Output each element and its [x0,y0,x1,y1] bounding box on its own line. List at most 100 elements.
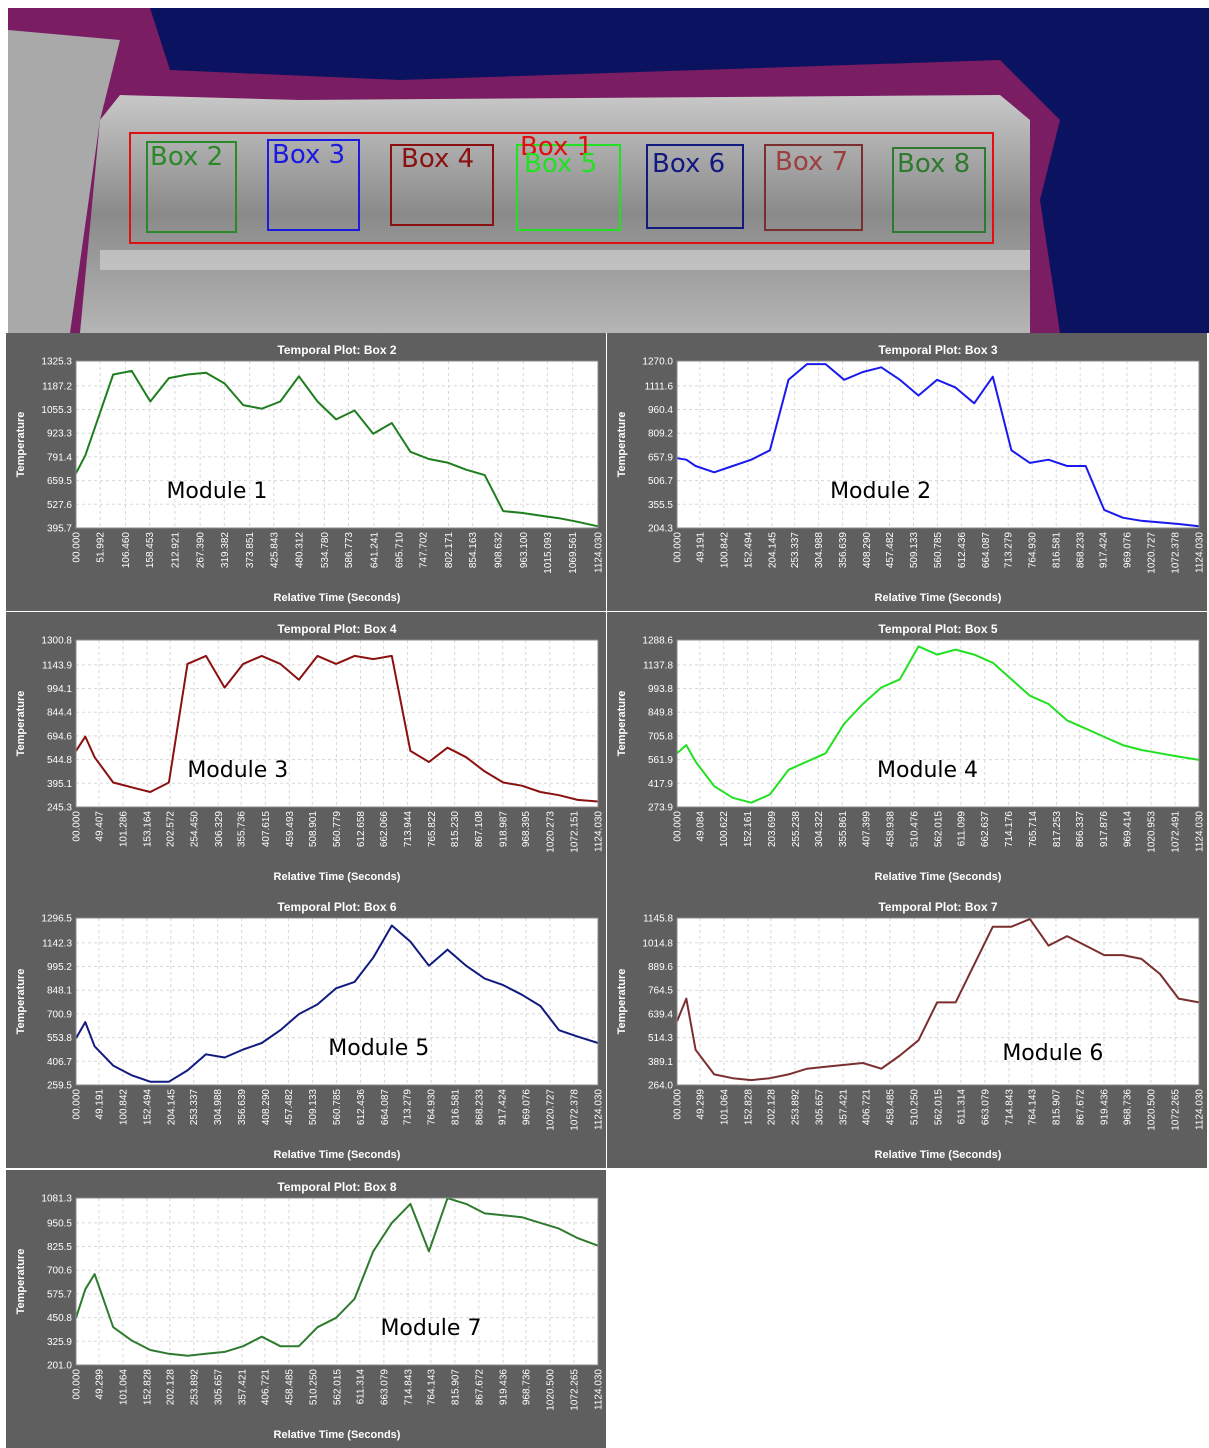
x-tick-label: 867.672 [474,1369,485,1406]
x-tick-label: 1015.093 [543,532,554,574]
x-tick-label: 49.191 [94,1089,105,1120]
x-tick-label: 101.064 [118,1369,129,1406]
x-tick-label: 713.944 [403,811,414,848]
x-axis-label: Relative Time (Seconds) [274,592,401,604]
x-tick-label: 49.299 [695,1089,706,1120]
x-tick-label: 1020.953 [1147,811,1158,853]
x-tick-label: 562.015 [934,1089,945,1126]
x-tick-label: 510.476 [910,811,921,848]
x-tick-label: 764.143 [1027,1089,1038,1126]
x-tick-label: 00.000 [72,1369,83,1400]
data-line [75,1197,599,1357]
x-tick-label: 305.657 [213,1369,224,1406]
x-axis-label: Relative Time (Seconds) [875,1149,1002,1161]
x-tick-label: 406.721 [861,1089,872,1126]
annotation: Module 4 [877,758,978,783]
x-tick-label: 152.494 [743,532,754,569]
y-axis-label: Temperature [616,691,628,757]
x-tick-label: 1124.030 [594,811,605,852]
x-tick-label: 100.842 [719,532,730,569]
x-tick-label: 866.337 [1075,811,1086,848]
y-tick-label: 1111.6 [645,381,674,392]
x-tick-label: 373.851 [245,532,256,569]
x-tick-label: 868.233 [1076,532,1087,569]
y-tick-label: 450.8 [47,1313,72,1324]
x-tick-label: 305.657 [814,1089,825,1126]
box-4-frame [390,144,494,226]
annotation: Module 2 [830,479,931,504]
x-tick-label: 1124.030 [594,532,605,573]
y-tick-label: 553.8 [47,1033,72,1044]
x-tick-label: 612.658 [356,811,367,848]
y-tick-label: 700.6 [47,1266,72,1277]
x-tick-label: 202.128 [165,1369,176,1406]
x-tick-label: 00.000 [72,811,83,842]
x-tick-label: 586.773 [344,532,355,569]
y-tick-label: 406.7 [47,1057,72,1068]
y-tick-label: 700.9 [47,1009,72,1020]
chart-panel: 273.9 417.9 561.9 705.8 849.8 993.8 1137.8 1288… [607,612,1207,890]
x-tick-label: 816.581 [451,1089,462,1126]
x-tick-label: 1072.151 [569,811,580,853]
x-tick-label: 662.637 [980,811,991,848]
chart-title: Temporal Plot: Box 5 [878,622,997,636]
x-tick-label: 458.938 [886,811,897,848]
x-tick-label: 158.453 [145,532,156,569]
y-tick-label: 764.5 [648,986,673,997]
y-tick-label: 245.3 [47,803,72,814]
annotation: Module 3 [187,758,288,783]
y-tick-label: 1137.8 [643,660,673,671]
x-tick-label: 152.494 [142,1089,153,1126]
x-tick-label: 152.828 [743,1089,754,1126]
y-tick-label: 1143.9 [42,660,72,671]
x-tick-label: 968.736 [1122,1089,1133,1126]
x-tick-label: 152.828 [142,1369,153,1406]
y-tick-label: 825.5 [47,1242,72,1253]
chart-panel: 245.3 395.1 544.8 694.6 844.4 994.1 1143.9 1300… [6,612,606,890]
x-tick-label: 1020.500 [545,1369,556,1411]
y-tick-label: 355.5 [648,500,673,511]
y-axis-label: Temperature [15,969,27,1035]
plot-border [676,917,1200,1086]
y-tick-label: 1014.8 [642,938,673,949]
y-tick-label: 1296.5 [41,914,72,925]
x-tick-label: 765.714 [1028,811,1039,848]
x-tick-label: 203.699 [767,811,778,848]
y-tick-label: 1187.2 [42,381,72,392]
x-tick-label: 714.843 [403,1369,414,1406]
x-tick-label: 106.460 [121,532,132,569]
x-tick-label: 357.421 [237,1369,248,1406]
y-tick-label: 201.0 [47,1361,72,1372]
thermal-image: Box 1 Box 2 Box 3 Box 4 Box 5 Box 6 Box … [8,8,1209,333]
x-tick-label: 662.066 [379,811,390,848]
y-tick-label: 994.1 [47,684,72,695]
plot-border [75,1197,599,1366]
x-tick-label: 406.721 [260,1369,271,1406]
x-tick-label: 1020.727 [546,1089,557,1131]
x-tick-label: 815.907 [1051,1089,1062,1126]
box-label: Box 5 [524,149,597,179]
y-tick-label: 1081.3 [41,1194,72,1205]
x-tick-label: 1020.500 [1146,1089,1157,1131]
x-tick-label: 968.395 [521,811,532,848]
chart-title: Temporal Plot: Box 3 [878,343,997,357]
x-tick-label: 357.421 [838,1089,849,1126]
x-tick-label: 355.861 [838,811,849,848]
x-tick-label: 510.250 [308,1369,319,1406]
x-tick-label: 816.581 [1052,532,1063,569]
x-axis-label: Relative Time (Seconds) [274,1149,401,1161]
x-tick-label: 663.079 [980,1089,991,1126]
x-tick-label: 1124.030 [594,1369,605,1410]
y-tick-label: 204.3 [648,524,673,535]
x-tick-label: 508.901 [308,811,319,848]
annotation: Module 6 [1002,1041,1103,1066]
y-axis-label: Temperature [616,412,628,478]
x-tick-label: 304.322 [814,811,825,848]
x-tick-label: 919.436 [498,1369,509,1406]
x-tick-label: 202.128 [766,1089,777,1126]
x-tick-label: 560.785 [933,532,944,569]
x-tick-label: 917.424 [1099,532,1110,569]
y-tick-label: 514.3 [648,1033,673,1044]
x-tick-label: 868.233 [475,1089,486,1126]
x-tick-label: 00.000 [72,1089,83,1120]
